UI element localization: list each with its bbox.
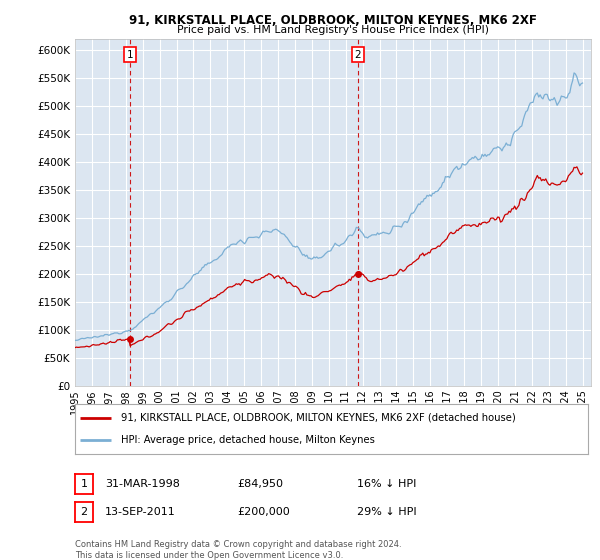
Text: Price paid vs. HM Land Registry's House Price Index (HPI): Price paid vs. HM Land Registry's House … — [177, 25, 489, 35]
Text: Contains HM Land Registry data © Crown copyright and database right 2024.
This d: Contains HM Land Registry data © Crown c… — [75, 540, 401, 560]
Text: 1: 1 — [80, 479, 88, 489]
Text: £200,000: £200,000 — [237, 507, 290, 517]
Text: £84,950: £84,950 — [237, 479, 283, 489]
Text: 16% ↓ HPI: 16% ↓ HPI — [357, 479, 416, 489]
Text: 1: 1 — [127, 50, 133, 60]
Text: HPI: Average price, detached house, Milton Keynes: HPI: Average price, detached house, Milt… — [121, 435, 375, 445]
Text: 2: 2 — [80, 507, 88, 517]
Text: 2: 2 — [355, 50, 361, 60]
Text: 91, KIRKSTALL PLACE, OLDBROOK, MILTON KEYNES, MK6 2XF: 91, KIRKSTALL PLACE, OLDBROOK, MILTON KE… — [129, 14, 537, 27]
Text: 29% ↓ HPI: 29% ↓ HPI — [357, 507, 416, 517]
Text: 31-MAR-1998: 31-MAR-1998 — [105, 479, 180, 489]
Text: 13-SEP-2011: 13-SEP-2011 — [105, 507, 176, 517]
Text: 91, KIRKSTALL PLACE, OLDBROOK, MILTON KEYNES, MK6 2XF (detached house): 91, KIRKSTALL PLACE, OLDBROOK, MILTON KE… — [121, 413, 516, 423]
